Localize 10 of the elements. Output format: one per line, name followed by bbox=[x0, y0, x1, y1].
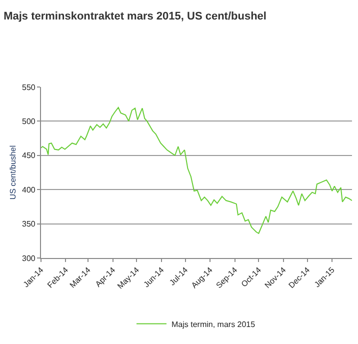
y-tick-label: 350 bbox=[22, 220, 36, 229]
y-tick-label: 450 bbox=[22, 151, 36, 160]
legend-label: Majs termin, mars 2015 bbox=[172, 320, 256, 329]
chart-title: Majs terminskontraktet mars 2015, US cent/bushel bbox=[4, 10, 266, 23]
y-tick-label: 300 bbox=[22, 254, 36, 263]
y-tick-label: 500 bbox=[22, 117, 36, 126]
y-tick-label: 400 bbox=[22, 185, 36, 194]
y-axis-title: US cent/bushel bbox=[8, 145, 18, 200]
line-series bbox=[41, 107, 352, 234]
y-tick-label: 550 bbox=[22, 82, 36, 92]
